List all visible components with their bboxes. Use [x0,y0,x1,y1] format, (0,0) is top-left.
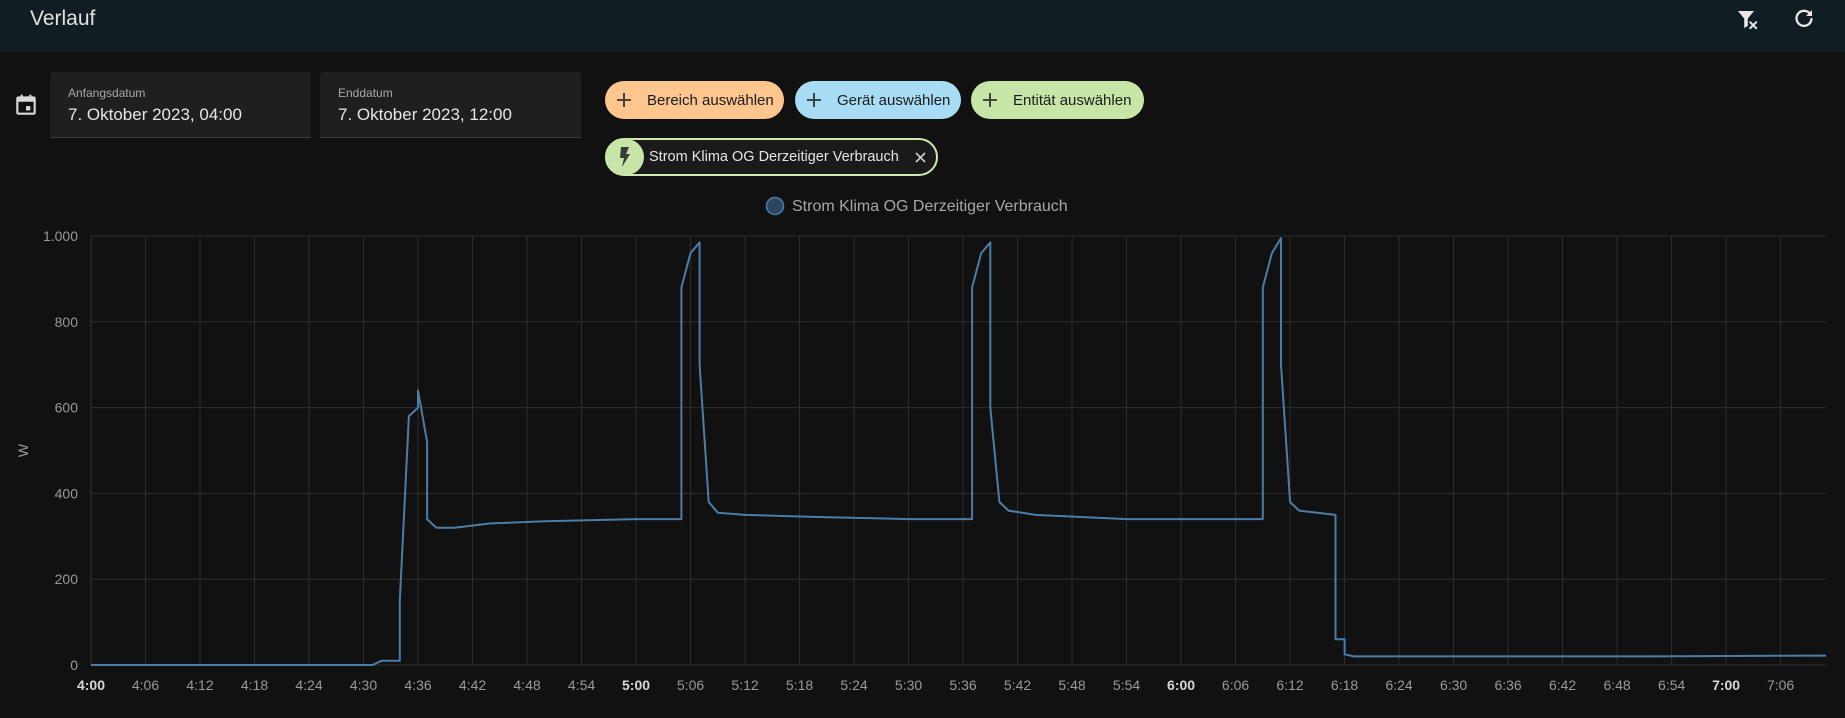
x-tick-label: 6:30 [1440,677,1467,693]
page-title: Verlauf [30,7,96,30]
x-tick-label: 4:12 [186,677,213,693]
x-tick-label: 6:42 [1549,677,1576,693]
x-tick-label: 6:18 [1331,677,1358,693]
clear-filter-button[interactable] [1734,6,1760,32]
x-tick-label: 5:00 [622,677,650,693]
y-tick-label: 1.000 [43,228,78,244]
x-tick-label: 4:30 [350,677,377,693]
y-tick-label: 600 [55,400,79,416]
x-tick-label: 4:06 [132,677,159,693]
x-tick-label: 5:54 [1113,677,1140,693]
x-tick-label: 7:06 [1767,677,1794,693]
x-tick-label: 7:00 [1712,677,1740,693]
x-tick-label: 4:54 [568,677,595,693]
start-date-label: Anfangsdatum [68,86,146,100]
end-date-label: Enddatum [338,86,393,100]
x-tick-label: 5:36 [949,677,976,693]
filter-remove-icon [1738,11,1758,30]
x-tick-label: 6:36 [1494,677,1521,693]
flash-icon [620,147,630,167]
selected-entity-chip[interactable]: Strom Klima OG Derzeitiger Verbrauch [605,138,938,176]
x-tick-label: 4:24 [295,677,322,693]
start-date-field[interactable]: Anfangsdatum 7. Oktober 2023, 04:00 [50,72,311,138]
y-tick-label: 800 [55,314,79,330]
legend-marker[interactable] [765,196,785,216]
x-tick-label: 5:12 [731,677,758,693]
plus-icon [807,93,821,107]
series-line[interactable] [91,237,1827,666]
x-tick-label: 6:12 [1276,677,1303,693]
x-tick-label: 6:00 [1167,677,1195,693]
history-chart: Strom Klima OG Derzeitiger Verbrauch 0 20… [15,196,1827,693]
x-tick-label: 4:00 [77,677,105,693]
plus-icon [983,93,997,107]
x-tick-label: 5:48 [1058,677,1085,693]
x-tick-label: 6:54 [1658,677,1685,693]
x-tick-label: 5:30 [895,677,922,693]
legend-label[interactable]: Strom Klima OG Derzeitiger Verbrauch [792,198,1068,215]
x-tick-label: 4:48 [513,677,540,693]
app-header: Verlauf [0,0,1845,52]
x-tick-label: 5:06 [677,677,704,693]
select-entity-button[interactable]: Entität auswählen [971,81,1144,119]
x-tick-label: 4:18 [241,677,268,693]
select-entity-label: Entität auswählen [1013,91,1132,109]
select-area-button[interactable]: Bereich auswählen [605,81,784,119]
y-axis-label: W [15,443,31,457]
refresh-button[interactable] [1791,6,1817,32]
calendar-range-icon[interactable] [13,92,39,118]
end-date-field[interactable]: Enddatum 7. Oktober 2023, 12:00 [320,72,581,138]
x-tick-label: 5:24 [840,677,867,693]
start-date-value: 7. Oktober 2023, 04:00 [68,105,242,124]
plus-icon [617,93,631,107]
y-tick-label: 200 [55,571,79,587]
x-tick-label: 5:18 [786,677,813,693]
entity-avatar [606,139,644,175]
select-area-label: Bereich auswählen [647,91,774,109]
select-device-button[interactable]: Gerät auswählen [795,81,961,119]
x-tick-label: 4:42 [459,677,486,693]
x-tick-label: 5:42 [1004,677,1031,693]
close-icon[interactable] [913,150,928,165]
y-tick-label: 0 [70,657,78,673]
end-date-value: 7. Oktober 2023, 12:00 [338,105,512,124]
x-tick-label: 4:36 [404,677,431,693]
y-tick-label: 400 [55,485,79,501]
x-tick-label: 6:24 [1385,677,1412,693]
refresh-icon [1795,9,1813,27]
x-tick-label: 6:06 [1222,677,1249,693]
select-device-label: Gerät auswählen [837,91,951,109]
x-tick-label: 6:48 [1603,677,1630,693]
selected-entity-label: Strom Klima OG Derzeitiger Verbrauch [649,149,899,165]
